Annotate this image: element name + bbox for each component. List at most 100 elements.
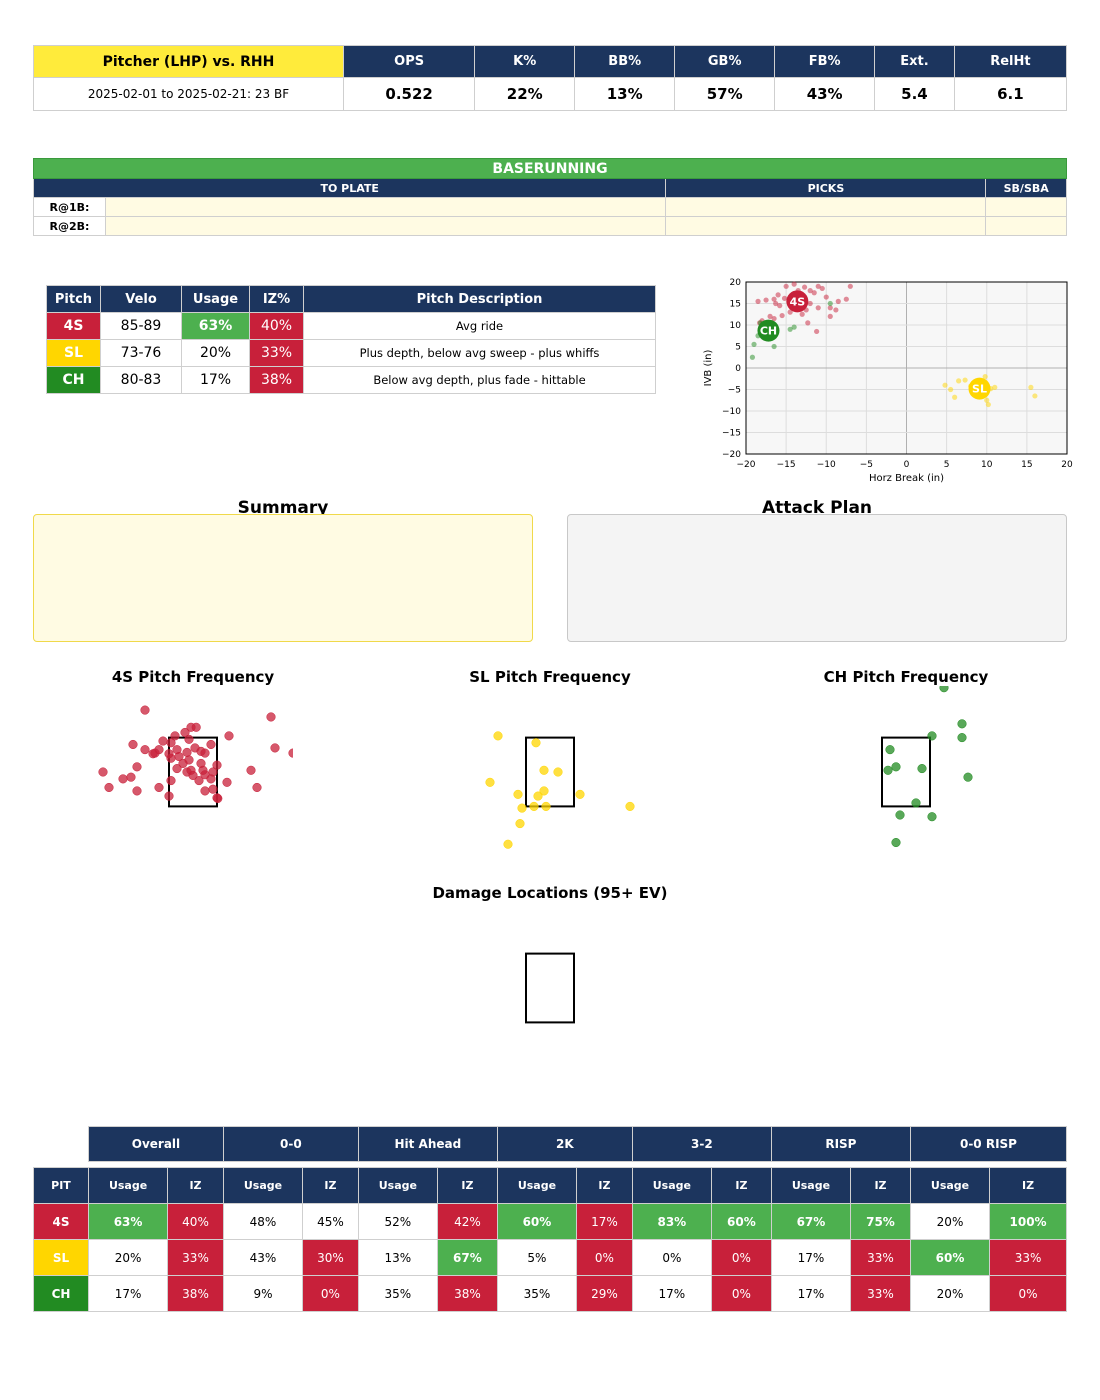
pitch-location-point xyxy=(246,765,256,775)
x-tick-label: −5 xyxy=(860,460,873,470)
strike-zone xyxy=(525,952,575,1024)
pitch-table: Pitch Velo Usage IZ% Pitch Description 4… xyxy=(46,285,656,394)
pitch-location-point xyxy=(252,782,262,793)
pitch-location-point xyxy=(98,767,108,777)
count-cell: 45% xyxy=(302,1203,359,1240)
y-tick-label: −20 xyxy=(722,450,741,460)
pitch-usage: 17% xyxy=(181,366,250,394)
pitch-location-point xyxy=(212,760,222,770)
pitch-location-point xyxy=(206,739,216,750)
y-tick-label: −15 xyxy=(722,429,741,439)
count-cell: 5% xyxy=(496,1239,578,1276)
pitch-location-point xyxy=(883,765,893,775)
strike-zone xyxy=(881,736,931,808)
movement-point-ch xyxy=(771,343,777,350)
pitch-location-point xyxy=(200,786,210,796)
count-cell: 0% xyxy=(631,1239,712,1276)
pitch-location-point xyxy=(529,801,539,811)
count-cell: 30% xyxy=(302,1239,359,1276)
movement-point-4s xyxy=(827,305,833,311)
pitch-location-point xyxy=(957,733,967,743)
y-axis-label: IVB (in) xyxy=(703,350,714,387)
movement-point-ch xyxy=(791,324,797,330)
pitch-usage: 63% xyxy=(181,312,250,340)
count-cell: 17% xyxy=(770,1275,852,1312)
cell-r1b-sb[interactable] xyxy=(985,197,1067,217)
count-pitch-name: 4S xyxy=(33,1203,89,1240)
y-tick-label: 15 xyxy=(730,300,741,310)
pitch-location-point xyxy=(266,712,276,722)
pitch-location-point xyxy=(513,789,523,799)
movement-point-sl xyxy=(982,374,988,380)
pitch-location-point xyxy=(957,719,967,729)
centroid-label-4s: 4S xyxy=(790,295,806,308)
sub-header-iz: IZ xyxy=(710,1167,772,1204)
pitch-location-point xyxy=(184,734,194,744)
pitch-location-point xyxy=(180,727,190,737)
movement-point-4s xyxy=(779,312,785,319)
sub-header-usage: Usage xyxy=(631,1167,712,1204)
pitch-location-point xyxy=(140,705,150,715)
count-cell: 33% xyxy=(850,1275,911,1312)
pitch-location-point xyxy=(178,758,188,768)
count-cell: 42% xyxy=(436,1203,498,1240)
movement-point-4s xyxy=(775,292,781,298)
movement-point-sl xyxy=(942,382,948,388)
summary-title: Summary xyxy=(237,498,329,518)
count-cell: 17% xyxy=(770,1239,852,1276)
pitch-name: 4S xyxy=(46,312,101,340)
group-hit-ahead: Hit Ahead xyxy=(357,1126,498,1162)
cell-r2b-to-plate[interactable] xyxy=(104,216,667,236)
stat-value-k: 22% xyxy=(474,77,576,111)
movement-point-4s xyxy=(823,294,829,300)
pitch-location-point xyxy=(493,731,503,741)
damage-chart xyxy=(525,952,575,1024)
pitch-location-point xyxy=(166,738,176,748)
freq-title-ch: CH Pitch Frequency xyxy=(823,668,989,686)
attack-plan-box[interactable] xyxy=(567,514,1067,642)
pitch-name: CH xyxy=(46,366,101,394)
movement-point-4s xyxy=(807,288,813,294)
cell-r1b-to-plate[interactable] xyxy=(104,197,667,217)
movement-point-ch xyxy=(827,300,833,307)
movement-point-4s xyxy=(783,283,789,289)
pitch-location-point xyxy=(575,789,585,799)
pitch-location-point xyxy=(132,762,142,772)
pitch-usage: 20% xyxy=(181,339,250,367)
stat-label-ext: Ext. xyxy=(874,45,955,78)
col-picks: PICKS xyxy=(665,178,987,198)
pitch-velo: 85-89 xyxy=(100,312,182,340)
y-tick-label: 10 xyxy=(730,321,742,331)
cell-r1b-picks[interactable] xyxy=(665,197,987,217)
movement-point-4s xyxy=(763,297,769,303)
count-cell: 48% xyxy=(222,1203,304,1240)
count-cell: 67% xyxy=(770,1203,852,1240)
x-tick-label: 20 xyxy=(1061,460,1073,470)
movement-point-4s xyxy=(811,290,817,296)
pitch-header-velo: Velo xyxy=(100,285,182,313)
damage-title: Damage Locations (95+ EV) xyxy=(432,884,668,902)
stat-label-ops: OPS xyxy=(342,45,476,78)
row-label-r1b: R@1B: xyxy=(33,197,106,217)
count-cell: 33% xyxy=(989,1239,1067,1276)
movement-point-4s xyxy=(805,320,811,326)
freq-chart-4s xyxy=(98,705,293,808)
count-cell: 60% xyxy=(496,1203,578,1240)
x-tick-label: 0 xyxy=(904,460,910,470)
cell-r2b-sb[interactable] xyxy=(985,216,1067,236)
sub-header-usage: Usage xyxy=(222,1167,304,1204)
movement-point-4s xyxy=(819,285,825,292)
summary-box[interactable] xyxy=(33,514,533,642)
pitch-location-point xyxy=(190,743,200,753)
x-tick-label: 5 xyxy=(944,460,950,470)
movement-point-sl xyxy=(984,397,990,403)
group-0-0-risp: 0-0 RISP xyxy=(909,1126,1068,1162)
pitch-location-point xyxy=(485,777,495,787)
stat-value-ext: 5.4 xyxy=(874,77,955,111)
cell-r2b-picks[interactable] xyxy=(665,216,987,236)
freq-chart-sl xyxy=(485,731,635,849)
movement-point-4s xyxy=(814,328,820,335)
count-cell: 67% xyxy=(436,1239,498,1276)
movement-point-ch xyxy=(787,326,793,332)
pitch-name: SL xyxy=(46,339,101,367)
